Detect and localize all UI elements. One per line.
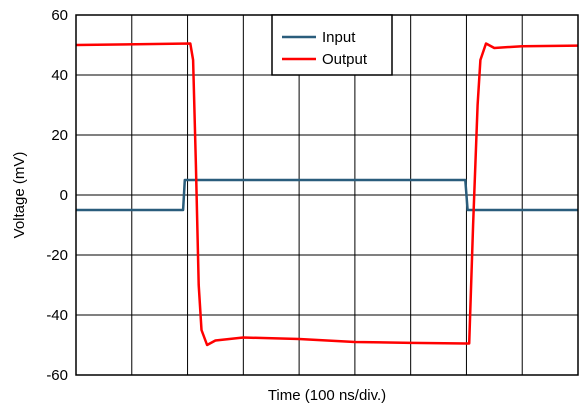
series-line-input: [76, 178, 578, 212]
y-tick-label: -60: [46, 367, 68, 384]
y-tick-label: 0: [60, 187, 68, 204]
y-axis-title: Voltage (mV): [11, 152, 28, 239]
y-tick-label: 40: [51, 67, 68, 84]
legend-label-output: Output: [322, 51, 368, 68]
series-layer: [75, 42, 579, 347]
series-line-output: [75, 42, 579, 347]
y-tick-label: -40: [46, 307, 68, 324]
legend-label-input: Input: [322, 29, 356, 46]
legend: Input Output: [271, 14, 393, 76]
y-tick-label: 20: [51, 127, 68, 144]
x-axis-title: Time (100 ns/div.): [268, 387, 386, 404]
legend-box: [271, 14, 393, 76]
y-tick-labels: 60 40 20 0 -20 -40 -60: [46, 7, 68, 384]
y-tick-label: 60: [51, 7, 68, 24]
y-tick-label: -20: [46, 247, 68, 264]
